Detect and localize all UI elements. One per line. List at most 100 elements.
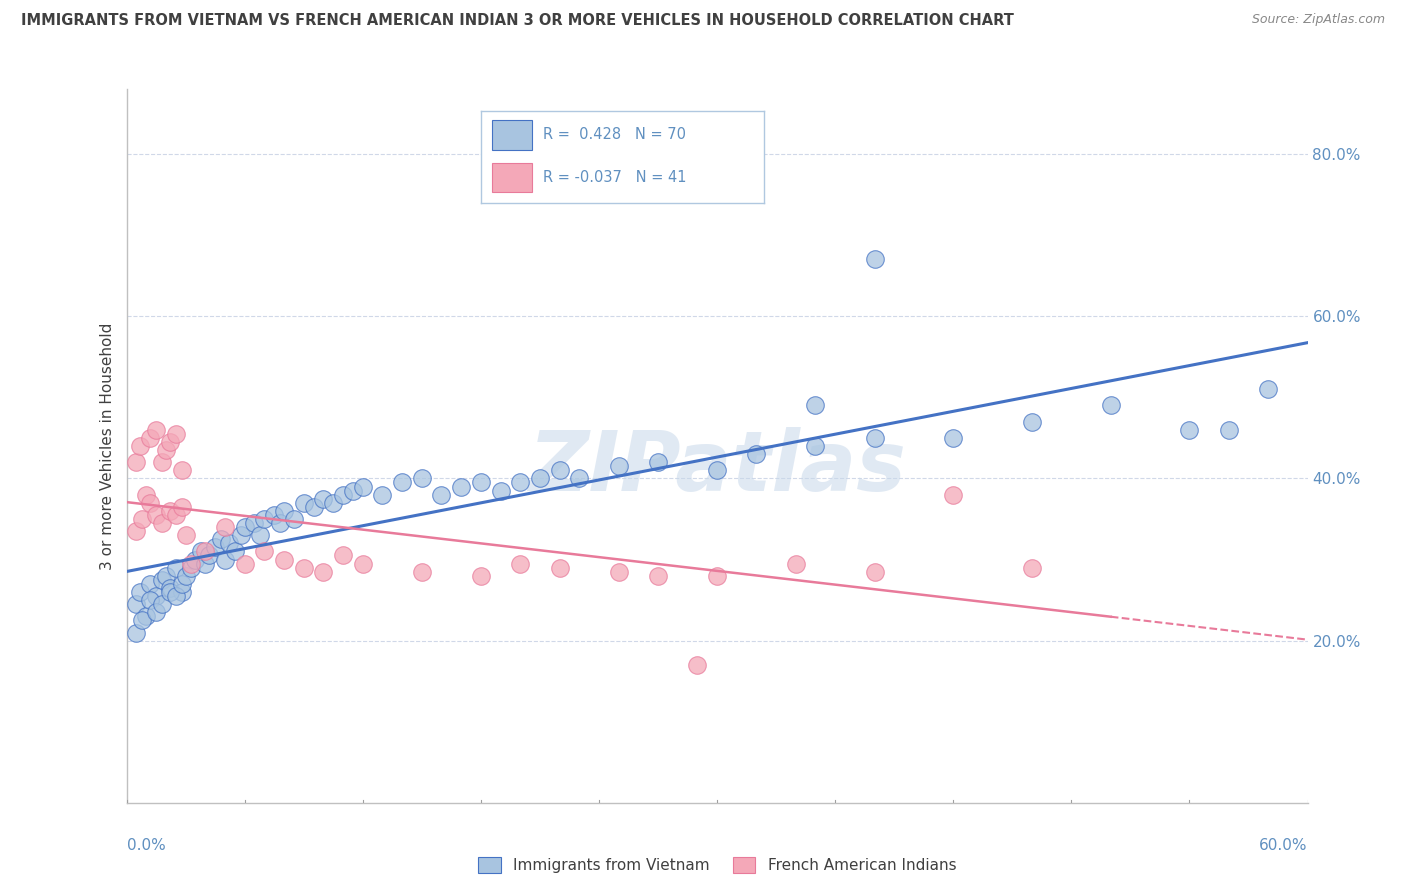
Point — [218, 536, 240, 550]
Point — [214, 520, 236, 534]
Point — [529, 471, 551, 485]
Point — [190, 544, 212, 558]
Point — [184, 552, 207, 566]
Text: R = -0.037   N = 41: R = -0.037 N = 41 — [543, 169, 686, 185]
Point — [470, 475, 492, 490]
Text: IMMIGRANTS FROM VIETNAM VS FRENCH AMERICAN INDIAN 3 OR MORE VEHICLES IN HOUSEHOL: IMMIGRANTS FROM VIETNAM VS FRENCH AMERIC… — [21, 13, 1014, 29]
Point — [1257, 382, 1279, 396]
Point — [509, 475, 531, 490]
Point — [150, 597, 173, 611]
Point — [804, 399, 827, 413]
Point — [125, 455, 148, 469]
Point — [180, 560, 202, 574]
Point — [233, 557, 256, 571]
Point — [863, 565, 886, 579]
Point — [145, 508, 167, 522]
Point — [229, 528, 252, 542]
Point — [863, 252, 886, 267]
Point — [204, 541, 226, 555]
Point — [233, 520, 256, 534]
Point — [214, 552, 236, 566]
Point — [263, 508, 285, 522]
Point — [312, 491, 335, 506]
Point — [548, 560, 571, 574]
Point — [180, 557, 202, 571]
Point — [139, 431, 162, 445]
Point — [273, 504, 295, 518]
Point — [131, 613, 153, 627]
Point — [131, 512, 153, 526]
Point — [470, 568, 492, 582]
Point — [430, 488, 453, 502]
Point — [139, 496, 162, 510]
Point — [1218, 423, 1240, 437]
Point — [785, 557, 807, 571]
Point — [145, 423, 167, 437]
Point — [863, 431, 886, 445]
Point — [312, 565, 335, 579]
Point — [139, 593, 162, 607]
Point — [352, 479, 374, 493]
Point — [174, 528, 197, 542]
Point — [253, 512, 276, 526]
Point — [1021, 560, 1043, 574]
Point — [391, 475, 413, 490]
Point — [342, 483, 364, 498]
Point — [129, 585, 152, 599]
Point — [194, 544, 217, 558]
Point — [1178, 423, 1201, 437]
Point — [165, 589, 187, 603]
Point — [411, 471, 433, 485]
Point — [125, 524, 148, 538]
Point — [253, 544, 276, 558]
Point — [159, 504, 181, 518]
Point — [745, 447, 768, 461]
Text: 0.0%: 0.0% — [127, 838, 166, 854]
Point — [165, 508, 187, 522]
Point — [352, 557, 374, 571]
Point — [170, 585, 193, 599]
Bar — [492, 162, 531, 193]
Point — [706, 463, 728, 477]
Point — [548, 463, 571, 477]
Point — [170, 577, 193, 591]
Legend: Immigrants from Vietnam, French American Indians: Immigrants from Vietnam, French American… — [470, 849, 965, 880]
Point — [292, 496, 315, 510]
Point — [332, 488, 354, 502]
Point — [174, 568, 197, 582]
Point — [647, 568, 669, 582]
Point — [1099, 399, 1122, 413]
Point — [450, 479, 472, 493]
Y-axis label: 3 or more Vehicles in Household: 3 or more Vehicles in Household — [100, 322, 115, 570]
Point — [159, 585, 181, 599]
Point — [332, 549, 354, 563]
Point — [292, 560, 315, 574]
Text: R =  0.428   N = 70: R = 0.428 N = 70 — [543, 128, 686, 142]
Point — [283, 512, 305, 526]
Point — [411, 565, 433, 579]
Point — [145, 589, 167, 603]
Bar — [492, 120, 531, 150]
Point — [273, 552, 295, 566]
Point — [804, 439, 827, 453]
Point — [145, 605, 167, 619]
Text: Source: ZipAtlas.com: Source: ZipAtlas.com — [1251, 13, 1385, 27]
Point — [942, 488, 965, 502]
Point — [125, 597, 148, 611]
Point — [139, 577, 162, 591]
Point — [302, 500, 325, 514]
Point — [194, 557, 217, 571]
Point — [489, 483, 512, 498]
Point — [150, 455, 173, 469]
Point — [706, 568, 728, 582]
Point — [1021, 415, 1043, 429]
Point — [165, 560, 187, 574]
Point — [170, 500, 193, 514]
Text: 60.0%: 60.0% — [1260, 838, 1308, 854]
Point — [322, 496, 344, 510]
Point — [686, 657, 709, 672]
Point — [198, 549, 221, 563]
Point — [159, 581, 181, 595]
Point — [568, 471, 591, 485]
Point — [509, 557, 531, 571]
